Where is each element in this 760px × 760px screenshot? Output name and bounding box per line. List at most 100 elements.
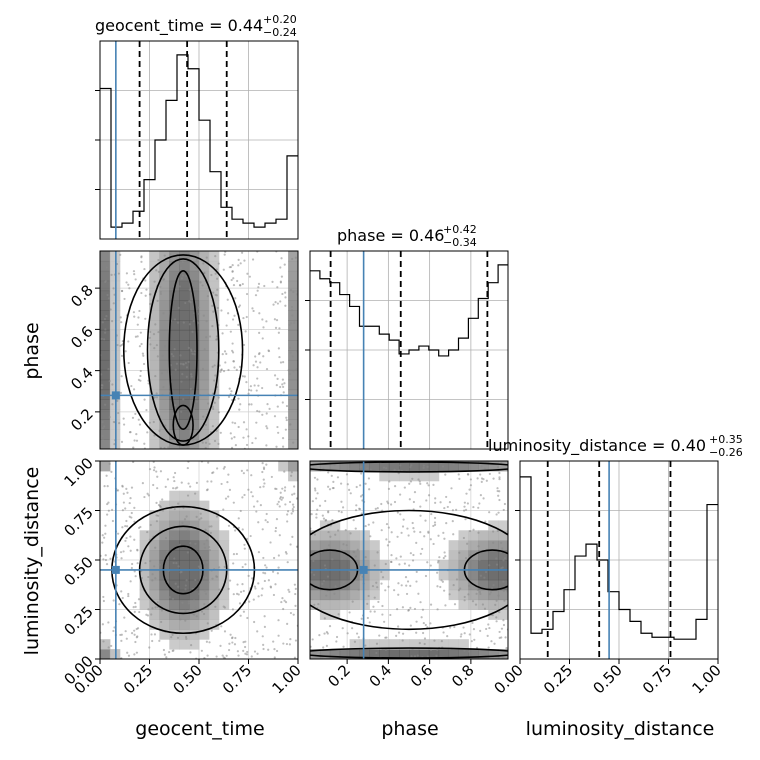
sample-point	[264, 564, 267, 567]
sample-point	[239, 262, 242, 265]
sample-point	[426, 561, 429, 564]
sample-point	[386, 500, 389, 503]
sample-point	[237, 397, 240, 400]
density-cell	[149, 379, 160, 391]
density-cell	[179, 270, 190, 282]
density-cell	[100, 461, 111, 472]
density-cell	[149, 579, 160, 591]
sample-point	[179, 362, 183, 365]
density-cell	[349, 461, 360, 472]
sample-point	[130, 511, 133, 515]
density-cell	[409, 639, 420, 650]
sample-point	[146, 492, 149, 495]
sample-point	[187, 482, 190, 485]
sample-point	[120, 375, 123, 378]
sample-point	[388, 480, 391, 483]
density-cell	[100, 649, 111, 659]
sample-point	[266, 520, 269, 524]
sample-point	[406, 527, 409, 530]
sample-point	[251, 307, 254, 310]
sample-point	[195, 515, 198, 518]
density-cell	[208, 589, 220, 601]
sample-point	[477, 545, 480, 548]
density-cell	[498, 649, 508, 659]
sample-point	[327, 485, 330, 488]
sample-point	[472, 628, 476, 631]
sample-point	[356, 548, 359, 551]
sample-point	[213, 379, 216, 382]
sample-point	[166, 478, 170, 481]
sample-point	[187, 360, 190, 364]
sample-point	[479, 473, 482, 476]
density-cell	[199, 340, 210, 351]
sample-point	[127, 283, 130, 286]
density-cell	[438, 560, 450, 571]
hist-step-luminosity_distance	[520, 476, 718, 640]
density-cell	[169, 359, 180, 371]
sample-point	[334, 585, 337, 588]
density-cell	[208, 280, 220, 292]
density-cell	[159, 300, 170, 311]
sample-point	[250, 403, 253, 406]
sample-point	[286, 561, 289, 564]
sample-point	[284, 486, 287, 489]
sample-point	[273, 656, 276, 659]
sample-point	[413, 491, 417, 494]
sample-point	[119, 551, 123, 554]
density-cell	[179, 599, 190, 610]
density-cell	[208, 510, 220, 521]
sample-point	[140, 260, 143, 263]
sample-point	[439, 585, 442, 589]
sample-point	[116, 489, 120, 492]
sample-point	[185, 375, 188, 378]
sample-point	[104, 558, 108, 562]
x-tick-label-phase: 0.2	[324, 661, 354, 691]
density-cell	[448, 540, 459, 551]
sample-point	[223, 565, 226, 568]
sample-point	[148, 646, 151, 649]
sample-point	[123, 297, 126, 301]
density-cell	[288, 429, 298, 440]
density-cell	[189, 569, 200, 581]
sample-point	[397, 582, 400, 585]
density-cell	[189, 629, 200, 640]
sample-point	[500, 627, 504, 630]
sample-point	[488, 564, 491, 567]
sample-point	[322, 646, 325, 649]
density-cell	[208, 350, 220, 361]
density-cell	[189, 579, 200, 591]
sample-point	[289, 322, 293, 325]
density-cell	[310, 589, 321, 601]
sample-point	[354, 509, 358, 512]
sample-point	[208, 335, 212, 338]
sample-point	[246, 469, 249, 472]
sample-point	[455, 508, 458, 511]
sample-point	[293, 319, 296, 322]
sample-point	[291, 257, 294, 261]
sample-point	[259, 504, 262, 507]
sample-point	[279, 361, 283, 364]
sample-point	[227, 524, 231, 527]
sample-point	[442, 531, 445, 534]
sample-point	[462, 536, 465, 540]
density-cell	[458, 639, 469, 650]
sample-point	[384, 648, 387, 651]
sample-point	[243, 543, 246, 546]
sample-point	[139, 369, 142, 373]
sample-point	[336, 529, 340, 532]
sample-point	[215, 338, 219, 341]
sample-point	[242, 421, 246, 424]
x-tick-label-geocent_time: 0.75	[219, 661, 255, 697]
sample-point	[233, 435, 236, 439]
sample-point	[211, 325, 214, 328]
sample-point	[272, 593, 276, 597]
sample-point	[487, 623, 490, 626]
sample-point	[283, 382, 286, 385]
density-cell	[199, 369, 210, 381]
sample-point	[492, 530, 495, 533]
density-cell	[149, 550, 160, 561]
sample-point	[149, 523, 152, 527]
sample-point	[293, 321, 296, 325]
density-cell	[389, 470, 400, 482]
sample-point	[441, 465, 445, 468]
